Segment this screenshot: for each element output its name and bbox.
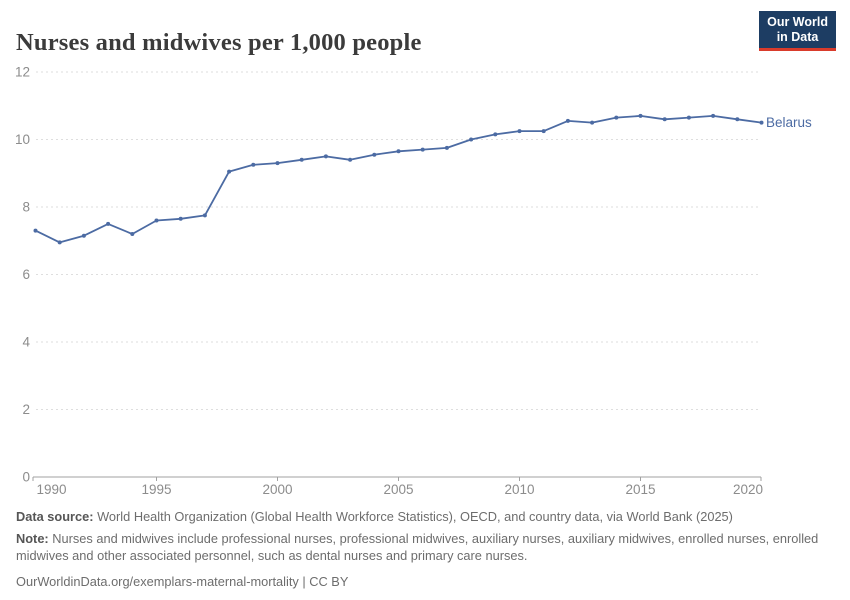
data-point bbox=[541, 129, 546, 134]
y-tick-label: 10 bbox=[15, 132, 30, 147]
license-label: CC BY bbox=[309, 574, 349, 590]
data-point bbox=[227, 169, 232, 174]
owid-logo-line2: in Data bbox=[776, 30, 819, 44]
y-tick-label: 4 bbox=[22, 335, 30, 350]
data-source-text: World Health Organization (Global Health… bbox=[93, 509, 733, 524]
data-line-belarus bbox=[34, 115, 763, 244]
note-line: Note: Nurses and midwives include profes… bbox=[16, 530, 830, 564]
y-tick-label: 0 bbox=[22, 470, 30, 485]
x-tick-label: 1990 bbox=[37, 482, 67, 497]
data-point bbox=[420, 147, 425, 152]
data-point bbox=[202, 213, 207, 218]
y-tick-label: 8 bbox=[22, 200, 30, 215]
data-point bbox=[81, 233, 86, 238]
data-point bbox=[106, 221, 111, 226]
data-point bbox=[372, 152, 377, 157]
data-point bbox=[396, 149, 401, 154]
separator: | bbox=[298, 574, 310, 590]
x-tick-label: 2005 bbox=[383, 482, 413, 497]
series-end-label: Belarus bbox=[766, 115, 812, 130]
x-tick-label: 2015 bbox=[625, 482, 655, 497]
data-source-line: Data source: World Health Organization (… bbox=[16, 508, 830, 525]
data-point bbox=[275, 161, 280, 166]
line-chart[interactable]: 0 2 4 6 8 10 12 1990 1995 2000 2005 2010 2015 2020 Bel… bbox=[0, 0, 850, 500]
data-point bbox=[517, 129, 522, 134]
data-point bbox=[33, 228, 38, 233]
data-point bbox=[759, 120, 764, 125]
data-point bbox=[154, 218, 159, 223]
data-point bbox=[614, 115, 619, 120]
data-point bbox=[590, 120, 595, 125]
data-point bbox=[735, 117, 740, 122]
data-point bbox=[565, 118, 570, 123]
data-source-label: Data source: bbox=[16, 509, 94, 524]
x-tick-label: 2020 bbox=[733, 482, 763, 497]
x-tick-label: 2010 bbox=[504, 482, 534, 497]
data-point bbox=[57, 240, 62, 245]
data-point bbox=[323, 154, 328, 159]
data-point bbox=[178, 216, 183, 221]
note-label: Note: bbox=[16, 531, 49, 547]
data-point bbox=[711, 113, 716, 118]
citation-line: OurWorldinData.org/exemplars-maternal-mo… bbox=[16, 573, 830, 590]
page-title: Nurses and midwives per 1,000 people bbox=[16, 29, 422, 57]
data-point bbox=[662, 117, 667, 122]
owid-logo-line1: Our World bbox=[767, 15, 828, 29]
data-point bbox=[299, 157, 304, 162]
chart-footer: Data source: World Health Organization (… bbox=[16, 508, 830, 590]
data-point bbox=[251, 162, 256, 167]
data-point bbox=[493, 132, 498, 137]
data-point bbox=[638, 113, 643, 118]
data-point bbox=[130, 232, 135, 236]
data-point bbox=[444, 145, 449, 150]
data-point bbox=[348, 157, 353, 162]
y-tick-label: 6 bbox=[22, 267, 30, 282]
owid-url-link[interactable]: OurWorldinData.org/exemplars-maternal-mo… bbox=[16, 574, 299, 590]
x-tick-label: 1995 bbox=[141, 482, 171, 497]
x-tick-label: 2000 bbox=[262, 482, 292, 497]
note-text: Nurses and midwives include professional… bbox=[16, 531, 819, 564]
y-tick-label: 12 bbox=[15, 65, 30, 80]
owid-logo[interactable]: Our World in Data bbox=[759, 11, 836, 51]
data-point bbox=[469, 137, 474, 142]
data-point bbox=[686, 115, 691, 120]
y-tick-label: 2 bbox=[22, 402, 30, 417]
